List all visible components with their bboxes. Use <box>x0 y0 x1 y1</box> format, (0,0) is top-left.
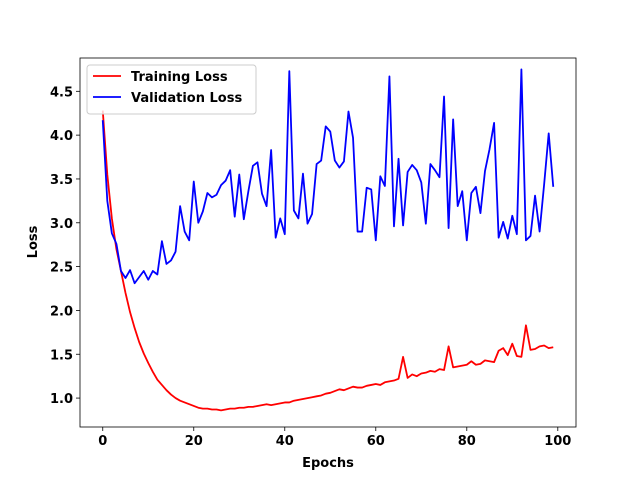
y-axis-label: Loss <box>26 225 41 258</box>
plot-frame <box>79 57 577 428</box>
x-tick-label: 80 <box>458 434 476 449</box>
legend-box <box>86 64 257 115</box>
x-tick-label: 100 <box>544 434 571 449</box>
series-line-training <box>101 110 554 412</box>
y-tick-label: 3.5 <box>50 173 73 188</box>
y-tick-label: 2.0 <box>50 304 73 319</box>
legend-label-validation: Validation Loss <box>131 91 242 106</box>
y-tick-label: 1.5 <box>50 348 73 363</box>
y-tick-label: 1.0 <box>50 392 73 407</box>
y-tick-label: 2.5 <box>50 261 73 276</box>
series-layer <box>101 68 555 412</box>
x-axis-label: Epochs <box>302 456 354 471</box>
legend-label-training: Training Loss <box>131 70 228 85</box>
y-tick-label: 4.0 <box>50 129 73 144</box>
x-axis-ticks: 0 20 40 60 80 100 <box>98 427 571 449</box>
legend: Training Loss Validation Loss <box>86 64 257 115</box>
series-line-validation <box>101 68 555 285</box>
y-tick-label: 3.0 <box>50 217 73 232</box>
x-tick-label: 20 <box>185 434 203 449</box>
x-tick-label: 60 <box>367 434 385 449</box>
y-tick-label: 4.5 <box>50 85 73 100</box>
x-tick-label: 40 <box>276 434 294 449</box>
x-tick-label: 0 <box>98 434 107 449</box>
y-axis-ticks: 1.0 1.5 2.0 2.5 3.0 3.5 4.0 4.5 <box>50 85 80 407</box>
